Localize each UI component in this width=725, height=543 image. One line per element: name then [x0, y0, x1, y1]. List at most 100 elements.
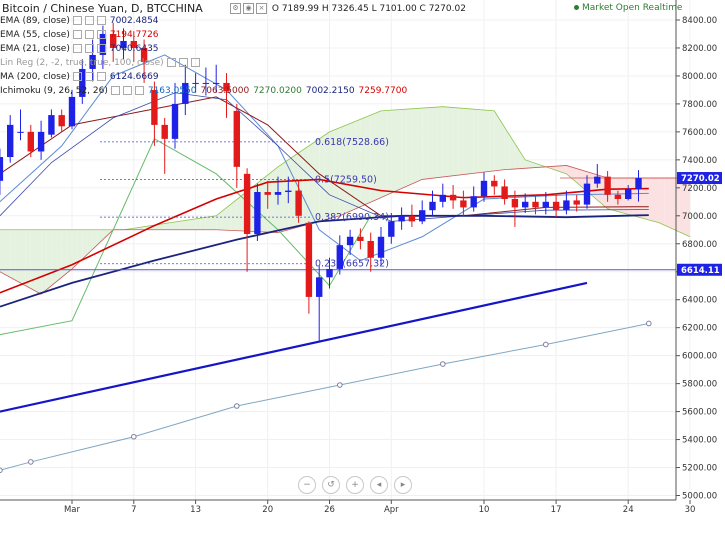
- close-icon[interactable]: [96, 44, 106, 53]
- close-icon[interactable]: ×: [256, 3, 267, 14]
- cloud-segment: [10, 229, 16, 281]
- cloud-segment: [314, 138, 320, 223]
- price-tick-label: 8000.00: [682, 72, 717, 82]
- candle-body: [254, 192, 261, 234]
- cloud-segment: [20, 229, 26, 286]
- minus-icon[interactable]: −: [298, 476, 316, 494]
- candle-body: [27, 131, 34, 152]
- candle-body: [110, 33, 117, 48]
- cloud-segment: [56, 229, 62, 282]
- cloud-segment: [41, 229, 47, 295]
- cloud-segment: [391, 109, 397, 194]
- candle-body: [37, 131, 45, 152]
- cloud-segment: [659, 178, 665, 226]
- ma-200: [0, 322, 649, 471]
- reset-icon[interactable]: ↺: [322, 476, 340, 494]
- candle-body: [140, 47, 148, 62]
- candle-body: [79, 68, 86, 97]
- candle-body: [594, 176, 601, 184]
- cloud-segment: [360, 117, 366, 207]
- eye-icon[interactable]: [178, 58, 188, 67]
- cloud-segment: [195, 218, 201, 230]
- legend-row[interactable]: EMA (21, close) 7040.6435: [0, 44, 407, 58]
- eye-icon[interactable]: [84, 72, 94, 81]
- legend-label: EMA (89, close): [0, 16, 70, 26]
- eye-icon[interactable]: ◉: [243, 3, 254, 14]
- close-icon[interactable]: [96, 16, 106, 25]
- candle-body: [305, 222, 313, 297]
- eye-icon[interactable]: [122, 86, 132, 95]
- time-tick-label: 7: [131, 505, 136, 515]
- legend-row[interactable]: MA (200, close) 6124.6669: [0, 72, 407, 86]
- cloud-segment: [684, 178, 690, 237]
- settings-icon[interactable]: [72, 44, 82, 53]
- price-label-box: [677, 172, 722, 185]
- fibonacci-retracement[interactable]: 0.618(7528.66) 0.5(7259.50) 0.382(6990.34)…: [0, 137, 676, 271]
- close-icon[interactable]: [134, 86, 144, 95]
- legend-row[interactable]: Lin Reg (2, -2, true, true, 100, close): [0, 58, 407, 72]
- legend-row[interactable]: EMA (89, close) 7002.4854: [0, 16, 407, 30]
- cloud-segment: [365, 115, 371, 205]
- settings-icon[interactable]: [72, 16, 82, 25]
- settings-icon[interactable]: ⚙: [230, 3, 241, 14]
- candle-body: [501, 186, 508, 200]
- candle-body: [171, 103, 179, 139]
- candle-body: [511, 199, 519, 208]
- candle-body: [604, 176, 611, 195]
- settings-icon[interactable]: [72, 72, 82, 81]
- cloud-segment: [478, 109, 484, 173]
- cloud-segment: [453, 107, 459, 176]
- cloud-segment: [180, 220, 186, 230]
- cloud-segment: [190, 218, 196, 230]
- candle-body: [285, 190, 292, 193]
- cloud-segment: [432, 107, 438, 179]
- candle-body: [326, 268, 333, 278]
- candle-body: [449, 194, 457, 201]
- close-icon[interactable]: [96, 72, 106, 81]
- candle-body: [367, 240, 374, 258]
- cloud-segment: [417, 108, 423, 182]
- cloud-segment: [72, 229, 78, 269]
- close-icon[interactable]: [96, 30, 106, 39]
- candle-body: [542, 201, 549, 208]
- price-label-box: [677, 263, 722, 276]
- ma-200-marker: [337, 382, 343, 388]
- cloud-segment: [46, 229, 52, 290]
- price-axis[interactable]: 8400.00 8200.00 8000.00 7800.00 7600.00 7400.…: [675, 0, 717, 502]
- cloud-segment: [669, 178, 675, 230]
- time-axis[interactable]: Mar 7 13 20 26 Apr 10 17 24 30: [0, 499, 695, 515]
- candlestick-series: [0, 22, 642, 342]
- candle-body: [398, 215, 405, 222]
- candle-body: [491, 180, 498, 187]
- eye-icon[interactable]: [84, 30, 94, 39]
- cloud-segment: [236, 195, 242, 231]
- price-tick-label: 7400.00: [682, 156, 717, 166]
- close-icon[interactable]: [190, 58, 200, 67]
- cloud-segment: [447, 107, 454, 177]
- back-icon[interactable]: ◂: [370, 476, 388, 494]
- legend-row[interactable]: EMA (55, close) 7194.7726: [0, 30, 407, 44]
- eye-icon[interactable]: [84, 44, 94, 53]
- settings-icon[interactable]: [72, 30, 82, 39]
- legend-values: 7002.4854: [106, 16, 159, 26]
- eye-icon[interactable]: [84, 16, 94, 25]
- legend-row[interactable]: Ichimoku (9, 26, 52, 26) 7163.0550 7063.50…: [0, 86, 407, 100]
- cloud-segment: [509, 135, 515, 170]
- forward-icon[interactable]: ▸: [394, 476, 412, 494]
- ema-89: [0, 214, 649, 308]
- candle-body: [274, 192, 282, 195]
- settings-icon[interactable]: [166, 58, 176, 67]
- cloud-segment: [185, 219, 191, 230]
- candle-body: [151, 89, 158, 125]
- price-tick-label: 6000.00: [682, 352, 717, 362]
- settings-icon[interactable]: [110, 86, 120, 95]
- price-tick-label: 7000.00: [682, 212, 717, 222]
- cloud-segment: [653, 178, 660, 223]
- cloud-segment: [355, 119, 361, 209]
- status-text: Market Open Realtime: [582, 3, 683, 13]
- ohlc-values: O 7189.99 H 7326.45 L 7101.00 C 7270.02: [271, 4, 466, 14]
- time-tick-label: Mar: [64, 505, 81, 515]
- trendline[interactable]: [0, 281, 588, 413]
- plus-icon[interactable]: +: [346, 476, 364, 494]
